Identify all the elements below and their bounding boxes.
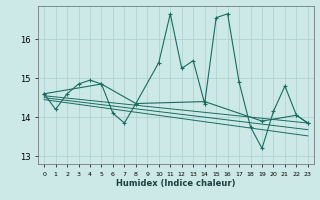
X-axis label: Humidex (Indice chaleur): Humidex (Indice chaleur) <box>116 179 236 188</box>
